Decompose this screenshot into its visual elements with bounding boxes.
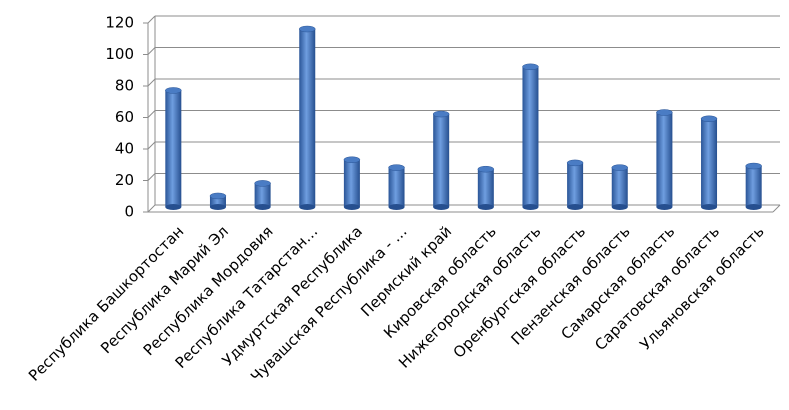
bar <box>165 90 182 207</box>
floor-right <box>772 204 781 213</box>
bar-base <box>477 204 494 210</box>
bar-top <box>522 63 539 71</box>
bar-top <box>299 25 316 33</box>
grid-line-side <box>147 204 156 213</box>
bar-base <box>522 204 539 210</box>
bar-top <box>745 162 762 170</box>
bar <box>343 159 360 207</box>
bar-top <box>388 164 405 171</box>
bar <box>522 66 539 207</box>
grid-line-side <box>147 110 156 118</box>
y-tick-label: 120 <box>105 14 134 32</box>
y-tick-label: 100 <box>105 45 134 63</box>
bar-base <box>388 204 405 210</box>
bar-base <box>165 204 182 210</box>
grid-line-side <box>147 47 156 55</box>
grid-line-side <box>147 141 156 150</box>
bar <box>567 162 584 207</box>
grid-line-side <box>147 15 156 24</box>
bar <box>656 112 673 207</box>
bar-top <box>566 159 584 167</box>
y-tick-label: 0 <box>124 203 134 221</box>
bar-base <box>656 204 673 210</box>
bar-top <box>477 165 495 173</box>
bar <box>299 29 316 208</box>
bar <box>254 183 271 207</box>
bar-top <box>254 180 271 187</box>
bar-base <box>209 204 226 210</box>
y-tick-label: 80 <box>115 77 134 95</box>
y-tick-label: 40 <box>115 140 134 158</box>
bar-base <box>299 204 316 210</box>
y-tick-label: 20 <box>115 171 134 189</box>
bar-base <box>343 204 360 210</box>
bar <box>745 166 762 207</box>
bar-top <box>165 87 182 94</box>
grid-line-side <box>147 173 156 181</box>
bar-top <box>209 192 227 200</box>
bar <box>477 169 494 207</box>
bar-top <box>432 110 450 118</box>
bar-top <box>700 115 718 123</box>
bar-base <box>745 204 762 210</box>
bar <box>388 167 405 207</box>
bar-base <box>701 204 718 210</box>
bar <box>433 114 450 207</box>
bar-top <box>343 156 361 163</box>
bar-top <box>611 164 628 171</box>
grid-line-side <box>147 78 156 87</box>
bar-base <box>433 204 450 210</box>
bar-top <box>656 109 673 116</box>
y-tick-label: 60 <box>115 108 134 126</box>
bar-base <box>254 204 271 210</box>
bar-base <box>567 204 584 210</box>
bar <box>701 118 718 207</box>
bar <box>611 167 628 207</box>
bar-base <box>611 204 628 210</box>
bar <box>209 195 226 207</box>
